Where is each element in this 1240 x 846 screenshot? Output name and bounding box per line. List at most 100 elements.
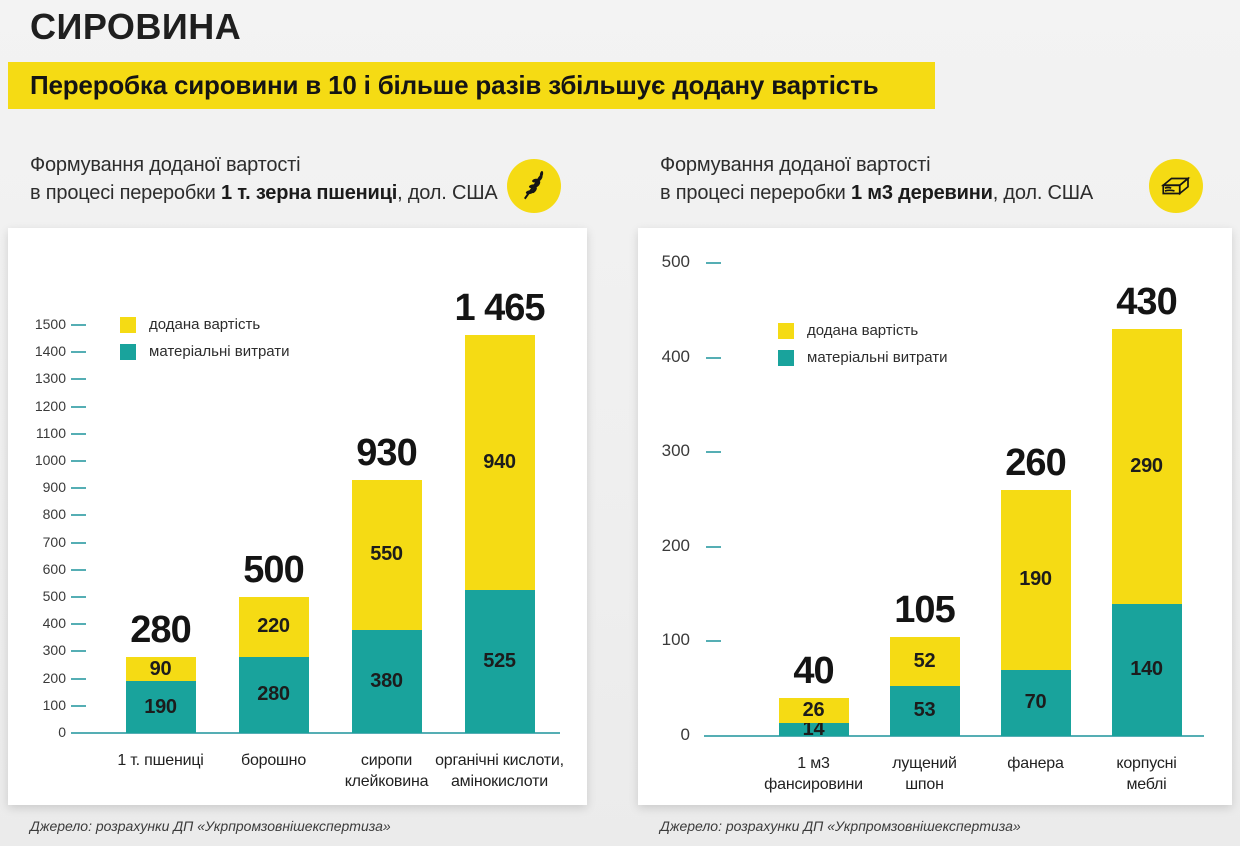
subtitle-line1: Формування доданої вартості <box>30 154 301 176</box>
source-note: Джерело: розрахунки ДП «Укрпромзовнішекс… <box>660 818 1021 834</box>
y-tick-label: 400 <box>42 615 66 632</box>
y-tick-label: 0 <box>58 723 66 740</box>
y-tick-label: 0 <box>680 724 690 744</box>
y-tick-mark <box>71 460 86 462</box>
category-label: сиропи клейковина <box>344 752 429 790</box>
wood-chart-card: додана вартість матеріальні витрати 0 100… <box>638 228 1232 805</box>
bar-segment: 26 <box>778 698 849 723</box>
bar-total-label: 500 <box>243 549 304 591</box>
y-tick-label: 1200 <box>34 397 66 414</box>
category-label: борошно <box>240 752 307 769</box>
y-tick-mark <box>71 432 86 435</box>
subtitle-line1: Формування доданої вартості <box>660 154 931 176</box>
y-tick-label: 500 <box>661 251 690 271</box>
headline-text: Переробка сировини в 10 і більше разів з… <box>30 70 879 100</box>
wheat-icon <box>507 159 561 213</box>
y-tick-label: 1400 <box>34 343 66 360</box>
bar-segment: 53 <box>889 685 960 736</box>
legend: додана вартість матеріальні витрати <box>120 316 290 360</box>
bar-total-label: 40 <box>793 650 834 693</box>
category-label: корпусні меблі <box>1116 755 1177 793</box>
added-value-swatch <box>778 322 794 339</box>
y-tick-mark <box>706 451 721 454</box>
bar-total-label: 280 <box>130 608 191 651</box>
bar-segment: 52 <box>889 636 960 686</box>
bar-total-label: 930 <box>356 432 417 475</box>
y-tick-label: 300 <box>661 441 690 461</box>
headline-banner: Переробка сировини в 10 і більше разів з… <box>8 62 935 109</box>
bar-total-label: 105 <box>894 588 955 631</box>
y-tick-mark <box>71 650 86 653</box>
subtitle-prefix: в процесі переробки <box>30 182 221 205</box>
bar-segment: 290 <box>1111 329 1182 604</box>
wheat-chart-subtitle: Формування доданої вартості в процесі пе… <box>30 151 498 208</box>
y-tick-mark <box>71 596 86 598</box>
bar-segment: 940 <box>464 334 535 591</box>
category-label: лущений шпон <box>892 755 957 793</box>
y-tick-mark <box>71 568 86 571</box>
y-tick-label: 600 <box>42 560 66 577</box>
bar-segment: 140 <box>1111 603 1182 736</box>
legend-label: додана вартість <box>807 322 919 339</box>
x-axis-baseline <box>71 732 560 734</box>
wheat-chart-card: додана вартість матеріальні витрати 0 100… <box>8 228 587 805</box>
page-title: СИРОВИНА <box>30 6 242 47</box>
y-tick-label: 1100 <box>35 424 66 441</box>
y-tick-mark <box>706 356 721 359</box>
bar-segment: 70 <box>1000 669 1071 736</box>
bar-segment: 190 <box>125 681 196 733</box>
legend-label: матеріальні витрати <box>807 349 948 366</box>
y-tick-label: 1000 <box>34 451 66 468</box>
bar-total-label: 430 <box>1116 281 1177 324</box>
y-tick-mark <box>71 541 86 544</box>
category-label: органічні кислоти, амінокислоти <box>435 752 564 790</box>
bar-total-label: 260 <box>1005 442 1066 485</box>
legend: додана вартість матеріальні витрати <box>778 322 948 366</box>
y-tick-label: 100 <box>661 630 690 650</box>
category-label: 1 м3 фансировини <box>764 755 863 793</box>
legend-item-material-costs: матеріальні витрати <box>778 349 948 366</box>
subtitle-bold: 1 м3 деревини <box>851 182 993 205</box>
y-tick-label: 200 <box>661 535 690 555</box>
legend-label: додана вартість <box>149 316 261 333</box>
y-tick-mark <box>71 704 86 707</box>
legend-item-material-costs: матеріальні витрати <box>120 343 290 360</box>
bar-segment: 90 <box>125 656 196 682</box>
wood-stacked-bar-chart: 0 100 200 300 400 500 14 26 40 1 м3 фансировини 53… <box>638 228 1232 805</box>
y-tick-mark <box>706 262 721 264</box>
y-tick-mark <box>71 677 86 680</box>
bar-segment: 525 <box>464 590 535 733</box>
subtitle-prefix: в процесі переробки <box>660 182 851 205</box>
y-tick-mark <box>71 514 86 517</box>
subtitle-suffix: , дол. США <box>992 182 1094 205</box>
y-tick-label: 1500 <box>34 315 66 332</box>
y-tick-label: 500 <box>42 587 66 604</box>
wood-chart-subtitle: Формування доданої вартості в процесі пе… <box>660 151 1093 208</box>
y-tick-label: 900 <box>42 479 66 496</box>
y-tick-label: 800 <box>42 506 66 523</box>
bar-segment: 550 <box>351 480 422 630</box>
subtitle-bold: 1 т. зерна пшениці <box>221 182 398 205</box>
material-costs-swatch <box>120 343 136 360</box>
y-tick-label: 100 <box>42 696 66 713</box>
subtitle-suffix: , дол. США <box>397 182 498 205</box>
y-tick-mark <box>706 545 721 548</box>
x-axis-baseline <box>704 735 1204 737</box>
y-tick-label: 200 <box>42 669 66 686</box>
y-tick-label: 300 <box>42 642 66 659</box>
material-costs-swatch <box>778 349 794 366</box>
y-tick-mark <box>71 487 86 490</box>
wheat-stacked-bar-chart: 0 100 200 300 400 500 600 700 800 900 1000 1100 1200… <box>8 228 587 805</box>
bar-total-label: 1 465 <box>454 286 545 329</box>
y-tick-mark <box>706 640 721 643</box>
y-tick-label: 400 <box>661 346 690 366</box>
y-tick-mark <box>71 378 86 381</box>
y-tick-mark <box>71 405 86 408</box>
bar-segment: 190 <box>1000 490 1071 670</box>
y-tick-label: 1300 <box>34 370 66 387</box>
legend-label: матеріальні витрати <box>149 343 290 360</box>
y-tick-mark <box>71 324 86 326</box>
bar-segment: 280 <box>238 656 309 733</box>
category-label: фанера <box>1007 755 1064 772</box>
